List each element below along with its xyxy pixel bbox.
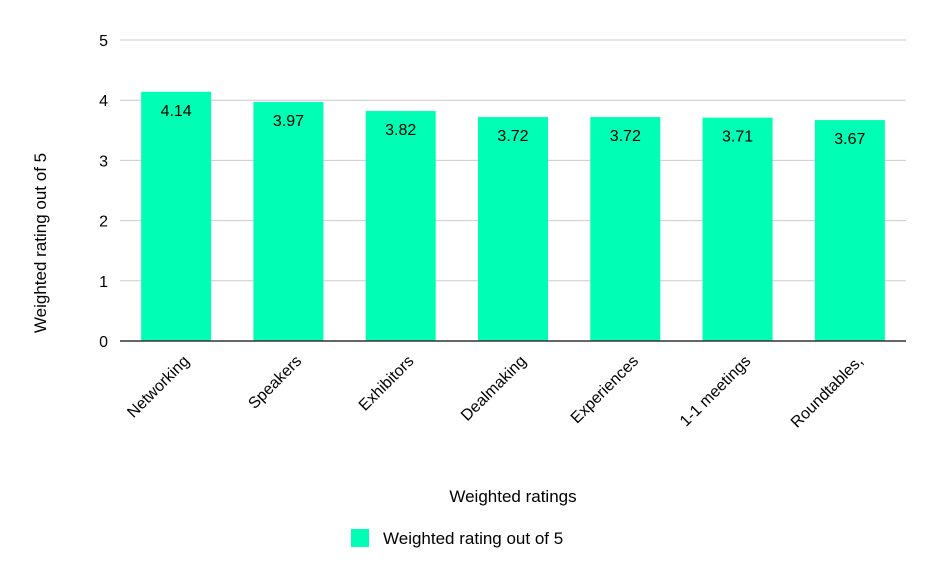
y-tick-label: 5 <box>99 33 108 50</box>
x-category-label: 1-1 meetings <box>677 353 754 430</box>
data-labels: 4.14 3.97 3.82 3.72 3.72 3.71 3.67 <box>161 103 866 148</box>
bar-data-label: 3.72 <box>497 128 528 145</box>
y-axis-title: Weighted rating out of 5 <box>31 153 50 333</box>
bar <box>478 117 548 341</box>
bar <box>814 120 885 341</box>
y-tick-label: 3 <box>99 153 108 170</box>
bar <box>253 102 324 341</box>
bars <box>141 91 885 342</box>
x-category-label: Roundtables, <box>788 353 867 432</box>
x-category-label: Dealmaking <box>458 353 530 425</box>
bar <box>590 117 661 341</box>
bar-data-label: 3.67 <box>834 131 865 148</box>
bar <box>702 117 773 342</box>
y-tick-label: 0 <box>99 334 108 351</box>
bar-data-label: 4.14 <box>161 103 192 120</box>
bar <box>365 111 436 341</box>
x-category-label: Networking <box>124 353 193 422</box>
x-axis-categories: Networking Speakers Exhibitors Dealmaking Ex… <box>124 353 866 432</box>
bar-data-label: 3.72 <box>610 128 641 145</box>
legend: Weighted rating out of 5 <box>351 529 563 548</box>
x-category-label: Speakers <box>245 353 305 413</box>
x-category-label: Exhibitors <box>356 353 418 415</box>
bar <box>141 91 212 341</box>
y-tick-label: 1 <box>99 274 108 291</box>
bar-data-label: 3.97 <box>273 113 304 130</box>
y-axis-ticks: 0 1 2 3 4 5 <box>99 33 108 351</box>
legend-label: Weighted rating out of 5 <box>383 529 563 548</box>
x-axis-title: Weighted ratings <box>449 487 576 506</box>
bar-data-label: 3.71 <box>722 129 753 146</box>
y-tick-label: 4 <box>99 93 108 110</box>
legend-swatch <box>351 529 369 547</box>
y-tick-label: 2 <box>99 214 108 231</box>
x-category-label: Experiences <box>568 353 642 427</box>
bar-data-label: 3.82 <box>385 122 416 139</box>
